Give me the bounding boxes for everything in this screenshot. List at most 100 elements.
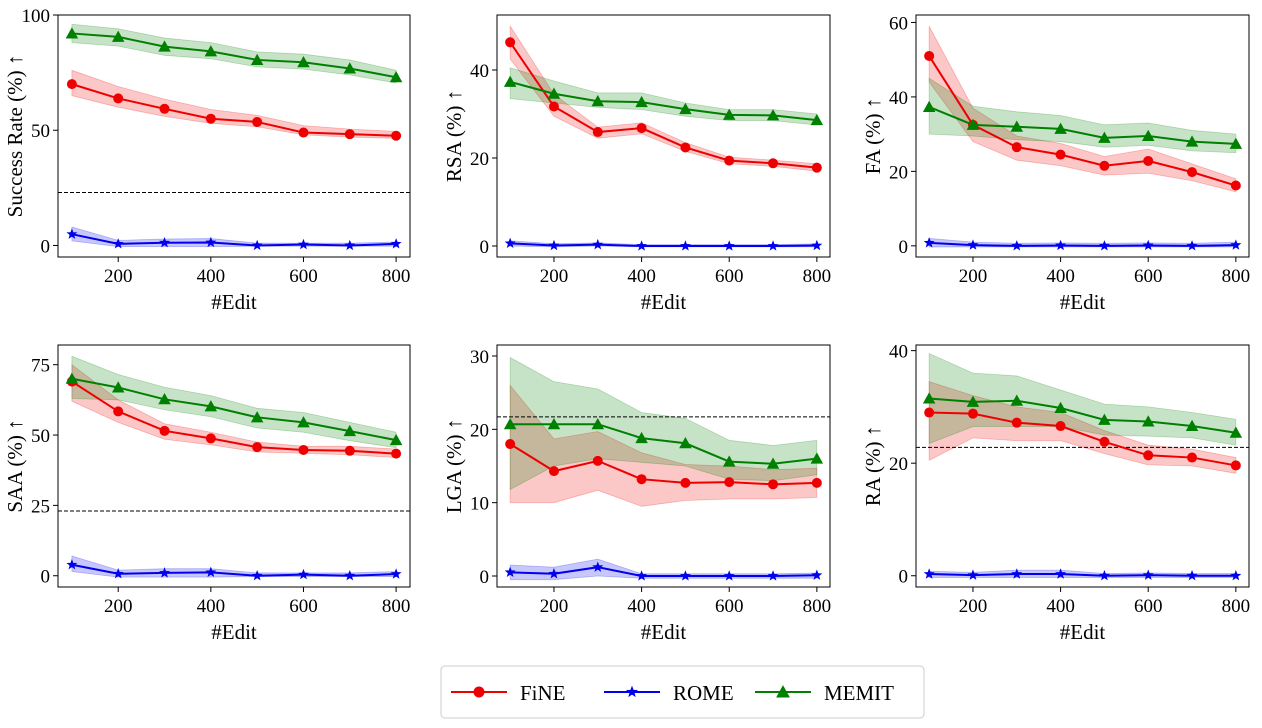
- point-memit: [591, 417, 605, 430]
- y-axis-label: FA (%) ↑: [861, 98, 885, 175]
- panel-5: 200 400 600 800 0 10 20 30 #Edit LGA (%) ↑: [442, 344, 832, 644]
- point-memit: [1010, 394, 1024, 406]
- point-rome: [1230, 569, 1242, 581]
- x-tick-label: 400: [197, 596, 226, 617]
- x-tick-label: 800: [382, 266, 411, 287]
- point-fine: [205, 113, 216, 124]
- line-memit: [71, 32, 397, 79]
- point-rome: [159, 236, 170, 248]
- band-fine: [509, 384, 818, 507]
- x-tick-label: 400: [197, 266, 226, 287]
- legend-marker-rome: [625, 685, 639, 698]
- y-tick-label: 25: [31, 496, 50, 517]
- y-axis-label: RA (%) ↑: [861, 426, 885, 507]
- y-tick-label: 0: [480, 567, 490, 588]
- y-axis-label: LGA (%) ↑: [442, 419, 466, 513]
- point-fine: [1187, 167, 1198, 178]
- point-memit: [1185, 135, 1199, 147]
- y-tick-label: 30: [470, 347, 489, 368]
- point-rome: [592, 238, 604, 250]
- point-rome: [811, 239, 823, 251]
- x-axis-label: #Edit: [641, 620, 687, 644]
- point-rome: [298, 568, 309, 580]
- panel-2: 200 400 600 800 0 20 40 #Edit RSA (%) ↑: [442, 14, 831, 314]
- line-fine: [509, 443, 817, 486]
- point-memit: [158, 393, 171, 405]
- legend: FiNE ROME MEMIT: [440, 665, 925, 719]
- point-rome: [504, 566, 516, 577]
- y-tick-label: 20: [470, 420, 489, 441]
- point-memit: [1010, 120, 1024, 132]
- point-fine: [680, 477, 691, 488]
- point-memit: [1229, 137, 1243, 149]
- band-fine: [928, 25, 1237, 193]
- point-fine: [1143, 450, 1154, 461]
- point-memit: [591, 94, 605, 107]
- line-memit: [928, 106, 1236, 145]
- point-rome: [1142, 569, 1154, 580]
- y-axis-label: SAA (%) ↑: [3, 419, 27, 512]
- y-tick-label: 75: [31, 356, 50, 377]
- point-rome: [1186, 569, 1198, 581]
- point-fine: [1011, 142, 1022, 153]
- point-fine: [1230, 460, 1241, 471]
- point-fine: [548, 466, 559, 477]
- line-rome: [71, 233, 397, 247]
- point-memit: [65, 27, 79, 39]
- point-fine: [1099, 436, 1110, 447]
- x-axis-label: #Edit: [1060, 290, 1106, 314]
- x-tick-label: 800: [382, 596, 411, 617]
- point-fine: [636, 474, 647, 485]
- line-fine: [929, 411, 1237, 467]
- point-memit: [547, 417, 561, 430]
- line-rome: [510, 242, 817, 247]
- x-tick-label: 800: [803, 596, 832, 617]
- plot-area: [58, 23, 410, 251]
- point-memit: [966, 118, 980, 130]
- y-tick-label: 20: [470, 149, 489, 170]
- y-tick-label: 60: [889, 13, 908, 34]
- y-tick-label: 20: [889, 162, 908, 183]
- point-fine: [252, 442, 263, 453]
- point-rome: [205, 566, 217, 578]
- point-fine: [1143, 155, 1154, 166]
- point-rome: [1186, 240, 1198, 251]
- point-fine: [391, 448, 402, 459]
- point-rome: [1098, 569, 1110, 581]
- point-memit: [297, 416, 310, 428]
- point-memit: [343, 62, 357, 74]
- point-memit: [1098, 413, 1111, 425]
- band-memit: [509, 356, 818, 491]
- x-tick-label: 400: [1046, 596, 1075, 617]
- panel-1: 200 400 600 800 0 50 100 #Edit Success Rate (%) …: [3, 6, 411, 314]
- point-fine: [1055, 421, 1066, 432]
- y-tick-label: 100: [22, 6, 51, 27]
- point-rome: [723, 240, 735, 251]
- point-fine: [113, 93, 124, 104]
- point-memit: [204, 400, 218, 412]
- point-memit: [1098, 131, 1111, 143]
- line-memit: [71, 377, 397, 442]
- y-tick-label: 10: [470, 494, 489, 515]
- point-fine: [592, 455, 603, 466]
- x-tick-label: 200: [104, 596, 133, 617]
- y-tick-label: 40: [889, 88, 908, 109]
- line-rome: [929, 241, 1236, 247]
- point-memit: [389, 433, 403, 446]
- x-tick-label: 600: [289, 266, 318, 287]
- legend-label-memit: MEMIT: [824, 681, 894, 705]
- point-fine: [592, 127, 603, 138]
- panel-6: 200 400 600 800 0 20 40 #Edit RA (%) ↑: [861, 342, 1250, 644]
- x-axis-label: #Edit: [211, 620, 257, 644]
- point-fine: [252, 116, 263, 127]
- axes-frame: [496, 14, 831, 258]
- point-fine: [1099, 160, 1110, 171]
- point-fine: [1230, 180, 1241, 191]
- plot-area: [503, 24, 824, 251]
- plot-area: [916, 352, 1249, 581]
- point-memit: [766, 109, 780, 121]
- point-rome: [1230, 239, 1242, 250]
- point-fine: [159, 425, 170, 436]
- point-fine: [680, 142, 691, 153]
- point-fine: [1011, 417, 1022, 428]
